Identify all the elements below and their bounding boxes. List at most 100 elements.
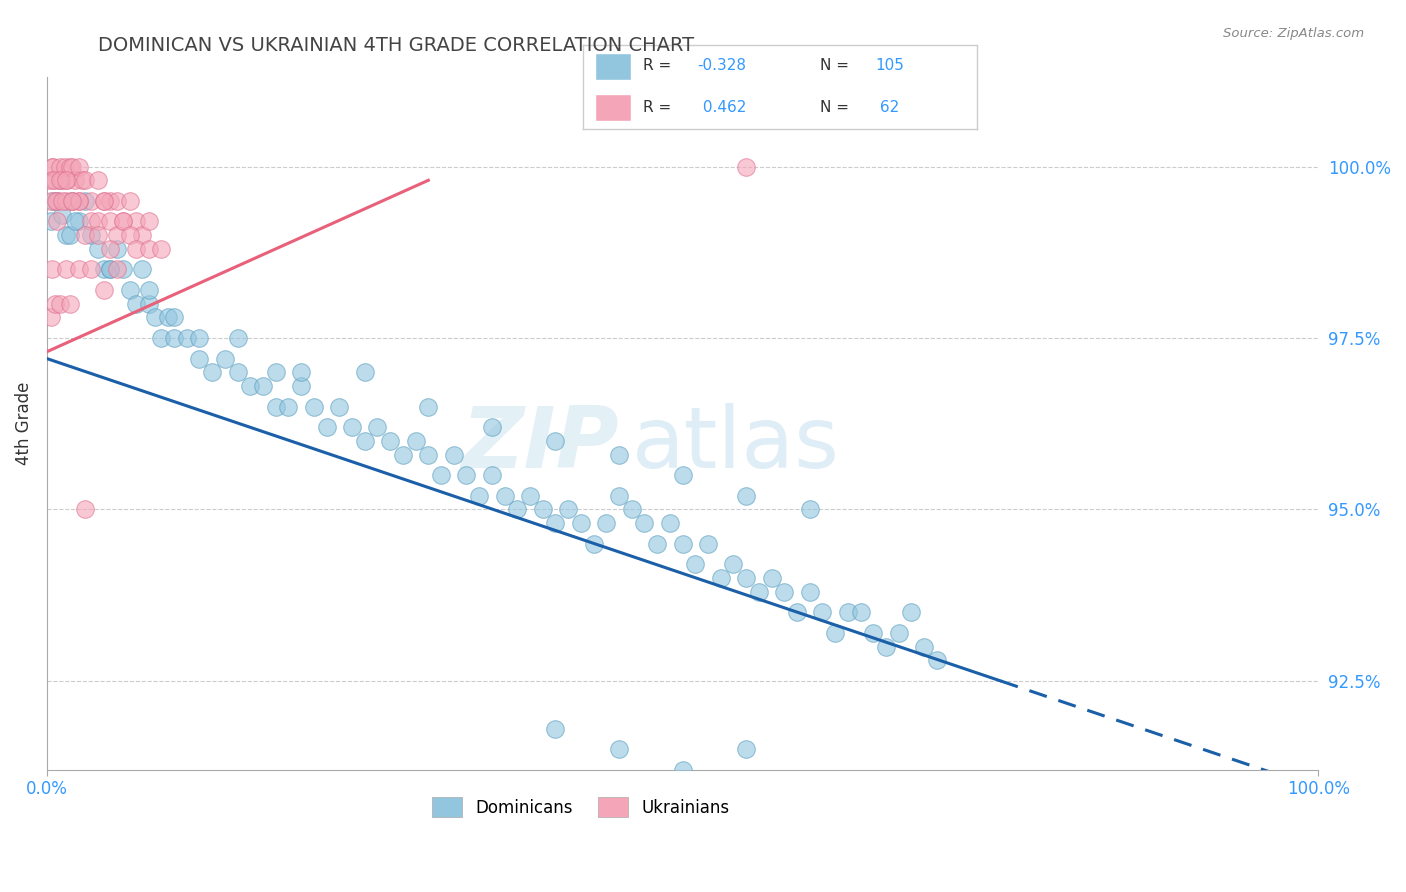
Point	[63, 173, 86, 187]
Point	[912, 640, 935, 654]
Point	[163, 331, 186, 345]
Point	[46, 214, 69, 228]
Point	[264, 400, 287, 414]
Point	[73, 194, 96, 208]
Point	[264, 365, 287, 379]
Point	[55, 194, 77, 208]
Point	[226, 365, 249, 379]
Point	[93, 194, 115, 208]
Point	[163, 310, 186, 325]
Point	[67, 262, 90, 277]
Point	[112, 262, 135, 277]
Point	[378, 434, 401, 448]
Point	[735, 489, 758, 503]
Point	[112, 214, 135, 228]
Point	[39, 214, 62, 228]
Point	[55, 228, 77, 243]
Point	[239, 379, 262, 393]
Point	[671, 468, 693, 483]
Point	[100, 194, 122, 208]
Text: R =: R =	[643, 100, 676, 115]
Point	[105, 194, 128, 208]
Point	[302, 400, 325, 414]
Point	[105, 262, 128, 277]
Point	[41, 262, 63, 277]
Point	[67, 160, 90, 174]
Point	[48, 173, 70, 187]
Point	[55, 173, 77, 187]
Point	[773, 584, 796, 599]
Point	[824, 625, 846, 640]
Point	[48, 296, 70, 310]
Point	[42, 173, 65, 187]
Point	[633, 516, 655, 530]
Point	[87, 228, 110, 243]
Text: 105: 105	[875, 58, 904, 73]
Point	[799, 584, 821, 599]
Point	[290, 379, 312, 393]
Text: atlas: atlas	[631, 403, 839, 486]
Point	[53, 160, 76, 174]
Point	[392, 448, 415, 462]
Point	[59, 160, 82, 174]
Point	[557, 502, 579, 516]
Text: N =: N =	[820, 100, 853, 115]
Point	[290, 365, 312, 379]
Point	[494, 489, 516, 503]
Point	[900, 605, 922, 619]
Point	[100, 262, 122, 277]
Point	[519, 489, 541, 503]
Point	[685, 558, 707, 572]
Point	[73, 228, 96, 243]
Point	[481, 420, 503, 434]
Point	[67, 194, 90, 208]
Point	[481, 468, 503, 483]
Point	[93, 262, 115, 277]
Point	[42, 160, 65, 174]
Point	[112, 214, 135, 228]
Text: 0.462: 0.462	[697, 100, 747, 115]
Point	[156, 310, 179, 325]
Point	[353, 365, 375, 379]
Point	[925, 653, 948, 667]
Point	[100, 262, 122, 277]
Point	[620, 502, 643, 516]
Point	[837, 605, 859, 619]
Point	[340, 420, 363, 434]
Point	[875, 640, 897, 654]
Point	[468, 489, 491, 503]
Point	[51, 173, 73, 187]
Point	[42, 194, 65, 208]
Text: R =: R =	[643, 58, 676, 73]
Point	[125, 296, 148, 310]
Point	[430, 468, 453, 483]
Point	[569, 516, 592, 530]
Text: ZIP: ZIP	[461, 403, 619, 486]
Point	[100, 242, 122, 256]
Point	[582, 537, 605, 551]
Point	[59, 228, 82, 243]
Point	[761, 571, 783, 585]
Point	[456, 468, 478, 483]
Point	[138, 214, 160, 228]
Point	[67, 194, 90, 208]
Point	[60, 160, 83, 174]
Point	[51, 194, 73, 208]
Point	[277, 400, 299, 414]
Point	[100, 214, 122, 228]
Point	[143, 310, 166, 325]
Point	[60, 194, 83, 208]
Point	[607, 448, 630, 462]
Point	[44, 173, 66, 187]
Point	[671, 537, 693, 551]
Point	[131, 262, 153, 277]
Point	[150, 242, 173, 256]
Point	[214, 351, 236, 366]
Point	[80, 228, 103, 243]
Point	[786, 605, 808, 619]
Point	[45, 194, 67, 208]
Point	[748, 584, 770, 599]
Point	[506, 502, 529, 516]
Point	[39, 310, 62, 325]
Point	[48, 173, 70, 187]
